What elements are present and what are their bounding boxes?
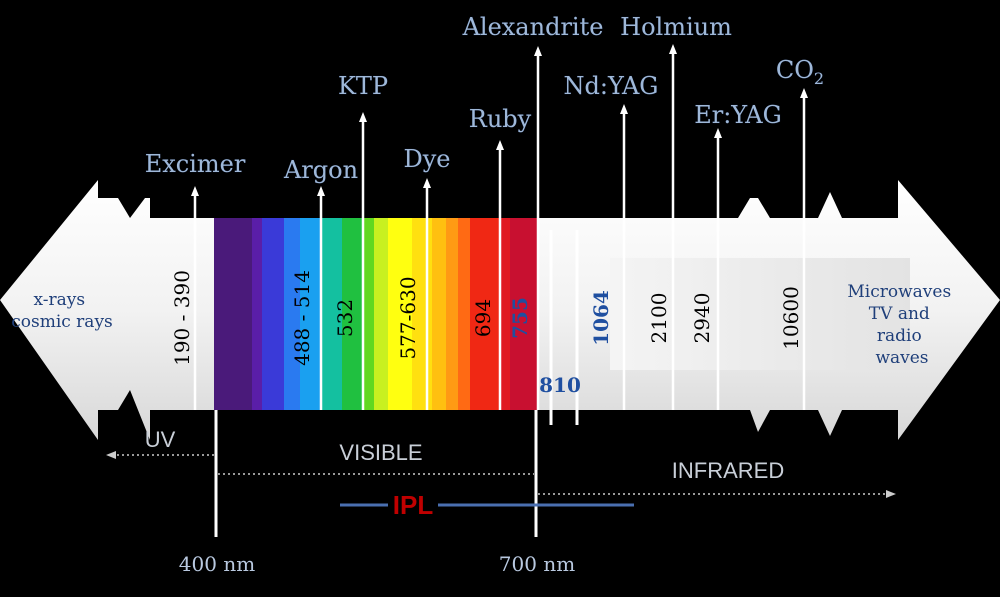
spectrum-stripe [322,218,342,410]
wl-eryag: 2940 [690,293,714,344]
infrared-arrowhead [886,490,896,498]
infrared-label: INFRARED [672,458,784,483]
wl-holmium: 2100 [647,293,671,344]
uv-arrowhead [106,451,116,459]
spectrum-stripe [342,218,362,410]
spectrum-stripe [500,218,510,410]
right-end-line-3: radio [877,326,922,346]
wl-argon: 488 - 514 [290,270,314,366]
wl-excimer: 190 - 390 [170,270,194,366]
spectrum-stripe [432,218,446,410]
laser-arrowhead [423,178,431,188]
spectrum-stripe [446,218,458,410]
wl-diode: 810 [539,373,581,397]
wl-dye: 577-630 [396,276,420,359]
boundary-label-400: 400 nm [179,552,255,576]
spectrum-stripe [252,218,262,410]
wl-ndyag: 1064 [589,290,613,346]
laser-label-excimer: Excimer [145,150,246,178]
right-end-line-4: waves [875,348,928,368]
visible-label: VISIBLE [339,440,422,465]
laser-label-ruby: Ruby [469,105,532,133]
spectrum-stripe [470,218,500,410]
wl-ruby: 694 [471,299,495,337]
wavelength-values: 190 - 390 488 - 514 532 577-630 694 755 … [170,270,803,366]
laser-arrowhead [669,44,677,54]
right-end-line-2: TV and [869,304,930,324]
spectrum-stripe [284,218,300,410]
laser-label-co2: CO2 [776,56,824,88]
left-end-line-2: cosmic rays [11,312,113,332]
right-end-line-1: Microwaves [847,282,951,302]
laser-label-argon: Argon [283,156,358,184]
laser-label-dye: Dye [403,145,450,173]
right-end-label: Microwaves TV and radio waves [847,282,956,368]
co2-subscript: 2 [814,69,824,88]
laser-label-eryag: Er:YAG [694,101,782,129]
laser-arrowhead [496,140,504,150]
laser-arrowhead [191,186,199,196]
wl-co2: 10600 [779,286,803,350]
laser-arrowhead [714,128,722,138]
uv-label: UV [145,427,176,452]
spectrum-stripe [362,218,374,410]
laser-arrowhead [800,88,808,98]
laser-arrowhead [534,46,542,56]
laser-label-ndyag: Nd:YAG [564,72,659,100]
infrared-band-shade [610,258,910,370]
wl-alexandrite: 755 [508,297,532,339]
spectrum-stripe [262,218,284,410]
spectrum-stripe [374,218,388,410]
spectrum-stripe [214,218,252,410]
laser-arrowhead [620,104,628,114]
left-end-line-1: x-rays [33,290,85,310]
wl-ktp: 532 [333,299,357,337]
spectrum-stripe [458,218,470,410]
laser-arrowhead [317,186,325,196]
laser-label-holmium: Holmium [620,13,732,41]
visible-spectrum [214,218,538,410]
ipl-label: IPL [393,490,434,520]
left-end-label: x-rays cosmic rays [11,290,113,332]
boundary-label-700: 700 nm [499,552,575,576]
co2-main: CO [776,56,814,84]
laser-label-alexandrite: Alexandrite [462,13,604,41]
laser-lines [191,44,808,410]
spectrum-stripe [510,218,538,410]
laser-label-ktp: KTP [338,72,388,100]
laser-arrowhead [359,112,367,122]
spectrum-stripe [300,218,322,410]
spectrum-stripe [388,218,412,410]
